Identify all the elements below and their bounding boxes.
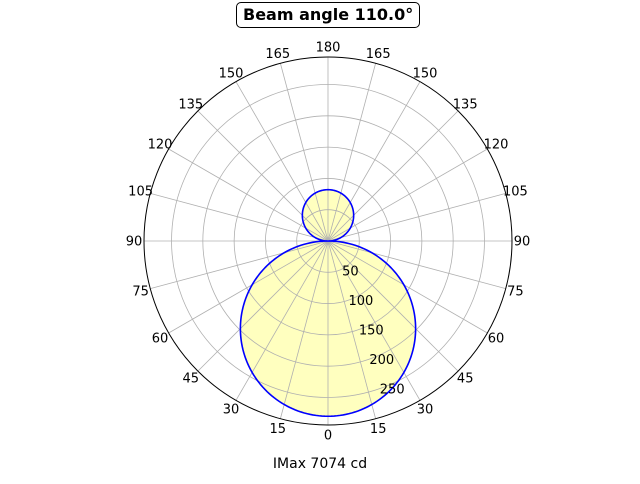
angle-tick-label-17: 105: [128, 184, 153, 199]
angle-tick-label-2: 30: [417, 403, 434, 418]
grid-layer: [143, 56, 513, 426]
angle-tick-label-3: 45: [457, 372, 474, 387]
angle-tick-label-21: 45: [183, 372, 200, 387]
angle-tick-label-14: 150: [219, 67, 244, 82]
angular-gridline-17: [150, 192, 329, 242]
angular-gridline-7: [327, 192, 506, 242]
angular-gridline-11: [327, 63, 377, 242]
angular-gridline-9: [327, 110, 459, 242]
angular-gridline-13: [279, 63, 329, 242]
angular-gridline-2: [327, 240, 421, 401]
angular-gridline-22: [235, 240, 329, 401]
angle-tick-label-12: 180: [316, 41, 341, 56]
angle-tick-label-7: 105: [503, 184, 528, 199]
angle-tick-label-13: 165: [265, 47, 290, 62]
tick-layer: 0 15 30 45 60 75 90 105 120 135 150 165 180 165 150 135…: [126, 41, 531, 444]
angular-gridline-19: [150, 240, 329, 290]
angle-tick-label-4: 60: [488, 332, 505, 347]
angle-tick-label-22: 30: [223, 403, 240, 418]
angular-gridline-4: [327, 240, 488, 334]
radial-tick-label-250: 250: [380, 383, 405, 398]
chart-title: Beam angle 110.0°: [236, 2, 421, 28]
angle-tick-label-1: 15: [370, 422, 387, 437]
angle-tick-label-20: 60: [152, 332, 169, 347]
angle-tick-label-11: 165: [366, 47, 391, 62]
polar-frame: [143, 56, 513, 426]
angular-gridline-3: [327, 240, 459, 372]
angle-tick-label-9: 135: [453, 97, 478, 112]
angle-tick-label-0: 0: [324, 429, 332, 444]
angular-gridline-10: [327, 81, 421, 242]
angle-tick-label-8: 120: [484, 138, 509, 153]
angular-gridline-15: [197, 110, 329, 242]
radial-tick-label-50: 50: [342, 265, 359, 280]
angular-gridline-8: [327, 148, 488, 242]
angle-tick-label-10: 150: [413, 67, 438, 82]
angular-gridline-21: [197, 240, 329, 372]
series-layer: [239, 188, 417, 418]
radial-tick-label-100: 100: [348, 294, 373, 309]
x-axis-label: IMax 7074 cd: [272, 456, 368, 472]
angular-gridline-1: [327, 240, 377, 419]
angular-gridline-5: [327, 240, 506, 290]
angle-tick-label-16: 120: [148, 138, 173, 153]
series-line: [239, 188, 417, 418]
angular-gridline-14: [235, 81, 329, 242]
angular-gridline-20: [168, 240, 329, 334]
angle-tick-label-18: 90: [126, 235, 143, 250]
angle-tick-label-15: 135: [178, 97, 203, 112]
radial-tick-label-200: 200: [369, 353, 394, 368]
angular-gridline-16: [168, 148, 329, 242]
angle-tick-label-23: 15: [270, 422, 287, 437]
angle-tick-label-5: 75: [507, 285, 524, 300]
angle-tick-label-6: 90: [514, 235, 531, 250]
radial-tick-label-150: 150: [359, 324, 384, 339]
angular-gridline-23: [279, 240, 329, 419]
angle-tick-label-19: 75: [132, 285, 149, 300]
